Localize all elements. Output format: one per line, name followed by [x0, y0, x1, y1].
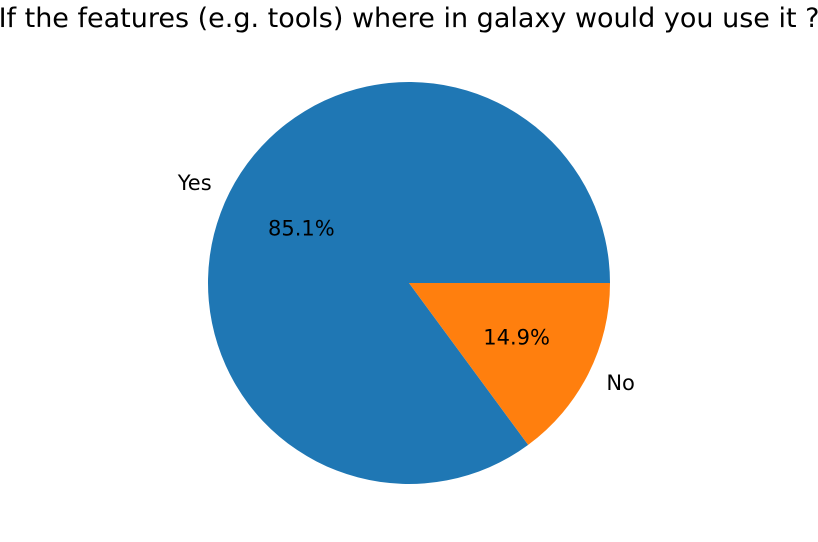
- percent-label-yes: 85.1%: [268, 217, 335, 241]
- pie-slice-no: [409, 283, 610, 445]
- slice-label-no: No: [606, 371, 635, 395]
- percent-label-no: 14.9%: [483, 325, 550, 349]
- slice-label-yes: Yes: [177, 171, 212, 195]
- pie-slices: [208, 81, 610, 485]
- pie-labels: Yes 85.1% No 14.9%: [177, 171, 635, 395]
- chart-title: If the features (e.g. tools) where in ga…: [0, 3, 818, 34]
